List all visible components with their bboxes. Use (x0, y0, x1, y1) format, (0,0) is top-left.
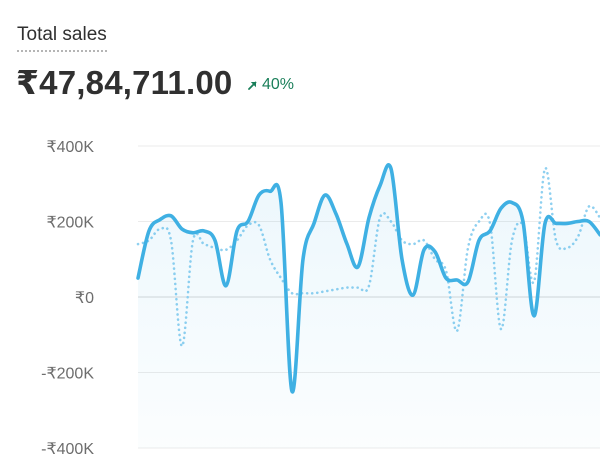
trend-badge: 40% (247, 76, 294, 94)
y-tick-label: ₹400K (46, 139, 94, 156)
total-sales-label[interactable]: Total sales (17, 24, 107, 52)
arrow-up-right-icon (247, 80, 258, 91)
total-sales-value: ₹47,84,711.00 (16, 64, 233, 101)
y-axis-ticks: ₹400K ₹200K ₹0 -₹200K -₹400K (41, 139, 94, 458)
trend-percent: 40% (262, 76, 295, 93)
y-tick-label: -₹400K (41, 441, 94, 458)
y-tick-label: -₹200K (41, 366, 94, 383)
chart-series (136, 163, 600, 448)
series-line-solid (136, 163, 600, 394)
y-tick-label: ₹200K (46, 215, 94, 232)
y-tick-label: ₹0 (75, 290, 94, 307)
